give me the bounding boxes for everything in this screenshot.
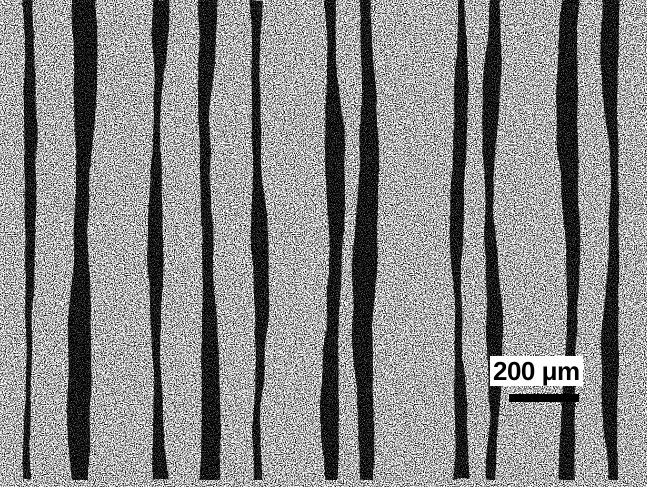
scale-bar-label: 200 μm (490, 356, 583, 386)
scale-bar (509, 394, 579, 402)
